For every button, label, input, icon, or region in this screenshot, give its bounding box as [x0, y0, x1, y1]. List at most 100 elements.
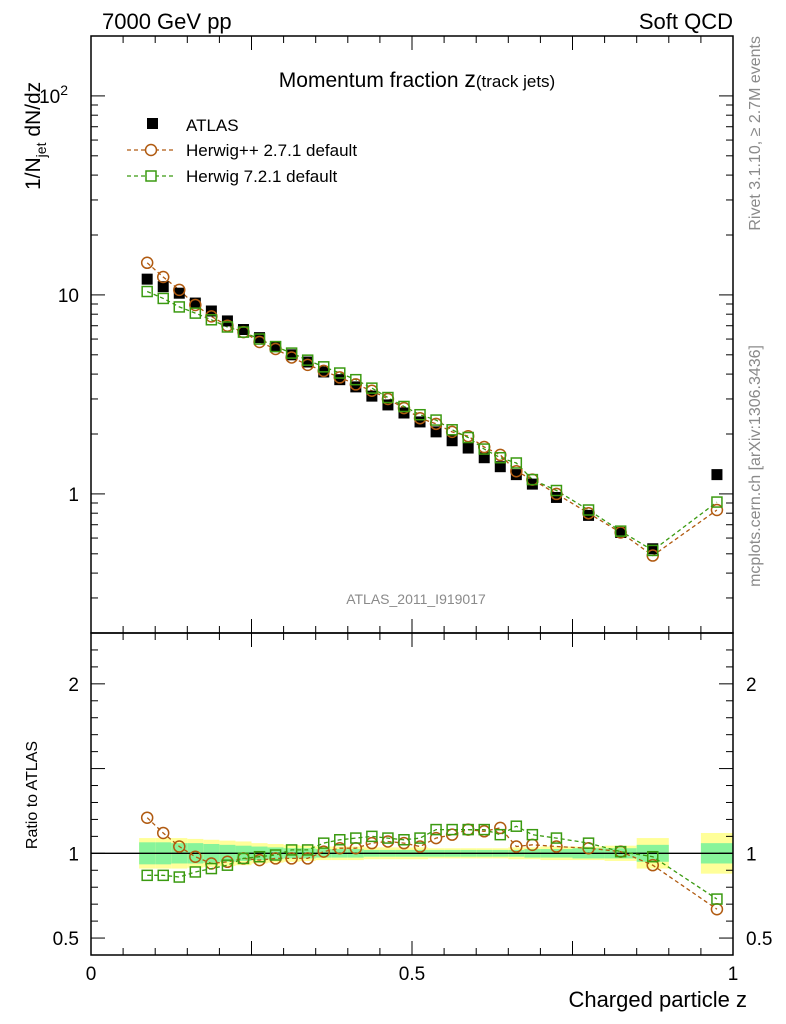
- ratio-herwigpp-point: [317, 845, 330, 858]
- ratio-herwig7-point: [285, 844, 298, 856]
- ratio-herwig7-point: [582, 837, 595, 849]
- legend-atlas-marker: [147, 118, 158, 129]
- x-axis-label: Charged particle z: [568, 987, 747, 1012]
- ylabel-prefix: 1/N: [22, 157, 45, 190]
- herwig7-point: [157, 292, 169, 305]
- herwig7-point: [446, 424, 458, 436]
- herwig7-point: [189, 307, 202, 319]
- herwig7-point: [478, 443, 490, 455]
- herwigpp-point: [140, 256, 154, 270]
- ratio-herwig7-point: [614, 845, 627, 858]
- ratio-herwig7-point: [430, 823, 442, 836]
- herwig7-point: [382, 391, 394, 404]
- herwig7-point: [366, 382, 378, 394]
- ratio-line-herwig7: [147, 825, 718, 900]
- ratio-herwig7-point: [446, 823, 458, 836]
- ylabel-suffix: dN/dz: [22, 82, 45, 143]
- herwig7-point: [398, 400, 410, 413]
- legend-herwigpp-marker: [144, 143, 158, 157]
- x-tick-label: 0.5: [399, 964, 425, 985]
- herwigpp-point: [156, 270, 170, 284]
- ratio-panel: Ratio to ATLAS Charged particle z 0 0.5 1 0…: [24, 632, 772, 1012]
- herwig7-point: [285, 347, 298, 359]
- legend-herwigpp-label: Herwig++ 2.7.1 default: [186, 141, 357, 160]
- ratio-herwig7-point: [141, 869, 153, 882]
- ratio-series-group: [140, 811, 724, 916]
- atlas-data-point: [550, 491, 562, 503]
- ratio-herwigpp-point: [301, 852, 314, 865]
- ratio-herwigpp-point: [333, 841, 347, 855]
- ratio-y-tick-label: 1: [68, 844, 79, 865]
- herwig7-point: [711, 496, 723, 508]
- ratio-herwig7-point: [510, 820, 523, 832]
- herwig7-point: [237, 326, 250, 338]
- herwig7-point: [317, 361, 330, 373]
- ratio-y-tick-label: 2: [68, 675, 79, 696]
- mcplots-label: mcplots.cern.ch [arXiv:1306.3436]: [747, 345, 764, 587]
- atlas-data-point: [189, 297, 201, 309]
- ratio-herwigpp-point: [189, 850, 202, 863]
- ratio-y-tick-label-right: 1: [746, 844, 757, 865]
- ratio-line-herwigpp: [146, 817, 718, 910]
- header-category: Soft QCD: [639, 9, 733, 34]
- ratio-herwig7-point: [478, 823, 490, 836]
- main-y-tick-label: 1: [68, 485, 79, 506]
- ratio-herwig7-point: [494, 828, 507, 841]
- atlas-data-point: [286, 349, 298, 361]
- ratio-herwigpp-point: [550, 840, 563, 853]
- herwig7-point: [173, 301, 186, 313]
- ratio-herwig7-point: [526, 828, 539, 841]
- ratio-herwig7-point: [414, 832, 426, 844]
- ratio-herwig7-point: [157, 869, 169, 882]
- ratio-herwig7-point: [398, 834, 410, 846]
- ratio-herwig7-point: [221, 859, 234, 871]
- herwig7-point: [141, 285, 153, 298]
- ratio-herwig7-point: [253, 850, 266, 863]
- herwig7-point: [550, 484, 563, 497]
- atlas-data-point: [478, 452, 490, 464]
- atlas-data-point: [462, 442, 474, 454]
- herwigpp-point: [189, 298, 202, 312]
- ratio-herwigpp-point: [285, 852, 298, 865]
- herwig7-point: [334, 367, 346, 379]
- ratio-y-axis-label: Ratio to ATLAS: [24, 741, 41, 849]
- atlas-data-point: [350, 381, 362, 393]
- ratio-herwigpp-point: [429, 831, 443, 845]
- atlas-data-point: [711, 469, 723, 481]
- herwig7-point: [647, 544, 659, 557]
- ratio-herwigpp-point: [494, 821, 507, 835]
- ratio-herwig7-point: [205, 862, 218, 875]
- herwigpp-point: [173, 283, 186, 297]
- atlas-data-point: [173, 287, 185, 299]
- ratio-y-tick-label-right: 0.5: [746, 929, 772, 950]
- ratio-herwig7-point: [711, 893, 723, 905]
- ratio-herwig7-point: [382, 832, 394, 844]
- ratio-herwig7-point: [350, 832, 362, 844]
- herwig7-point: [582, 504, 595, 516]
- x-tick-label: 0: [86, 964, 97, 985]
- ratio-herwig7-point: [317, 837, 330, 849]
- herwig7-point: [221, 321, 234, 333]
- ratio-herwigpp-point: [646, 858, 659, 872]
- ratio-herwig7-point: [334, 834, 346, 846]
- atlas-data-point: [510, 469, 522, 481]
- atlas-data-point: [141, 273, 153, 285]
- atlas-data-point: [254, 332, 266, 344]
- atlas-data-point: [334, 374, 346, 386]
- ratio-herwig7-point: [462, 823, 474, 836]
- title-var: z: [464, 66, 476, 92]
- herwig7-point: [350, 373, 362, 386]
- atlas-data-point: [237, 324, 249, 336]
- atlas-data-point: [430, 426, 442, 438]
- ratio-herwig7-point: [550, 832, 563, 844]
- ratio-herwig7-point: [269, 849, 282, 861]
- legend-herwig7-marker: [145, 170, 157, 182]
- ratio-herwigpp-point: [413, 840, 427, 853]
- title-sub: (track jets): [476, 72, 555, 91]
- atlas-data-point: [270, 341, 282, 353]
- main-line-herwigpp: [146, 262, 718, 557]
- atlas-data-point: [494, 461, 506, 473]
- legend-herwig7-label: Herwig 7.2.1 default: [186, 167, 337, 186]
- ratio-herwig7-point: [189, 866, 202, 878]
- ratio-herwig7-point: [173, 871, 186, 883]
